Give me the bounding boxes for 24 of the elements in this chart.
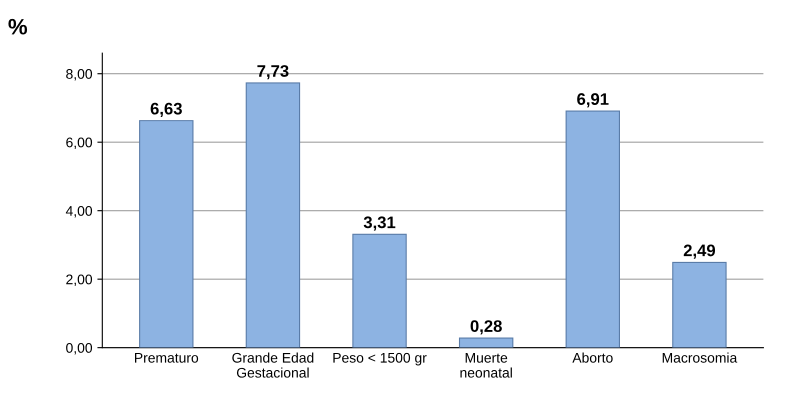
x-tick-label: Macrosomia xyxy=(662,352,738,363)
bar xyxy=(352,234,407,348)
x-tick-label: Peso < 1500 gr xyxy=(333,352,427,366)
bar xyxy=(566,110,620,348)
x-tick-label: Muerte neonatal xyxy=(460,353,512,378)
y-tick-label: 8,00 xyxy=(66,69,92,81)
bar xyxy=(246,82,300,348)
x-tick-label: Aborto xyxy=(572,352,613,363)
data-label: 6,91 xyxy=(577,93,609,108)
data-label: 3,31 xyxy=(364,216,396,231)
y-axis-title: % xyxy=(8,18,28,35)
data-label: 2,49 xyxy=(684,244,716,259)
y-tick-label: 0,00 xyxy=(66,342,92,354)
y-tick-label: 4,00 xyxy=(66,206,92,218)
bar xyxy=(672,262,727,348)
data-label: 0,28 xyxy=(470,320,502,334)
data-label: 6,63 xyxy=(150,102,182,117)
x-tick-label: Prematuro xyxy=(135,353,198,363)
bar xyxy=(458,338,514,348)
data-label: 7,73 xyxy=(257,65,289,80)
x-tick-label: Grande Edad Gestacional xyxy=(232,352,314,378)
y-tick-label: 2,00 xyxy=(66,274,92,286)
y-tick-label: 6,00 xyxy=(66,138,92,150)
bar xyxy=(139,120,194,348)
